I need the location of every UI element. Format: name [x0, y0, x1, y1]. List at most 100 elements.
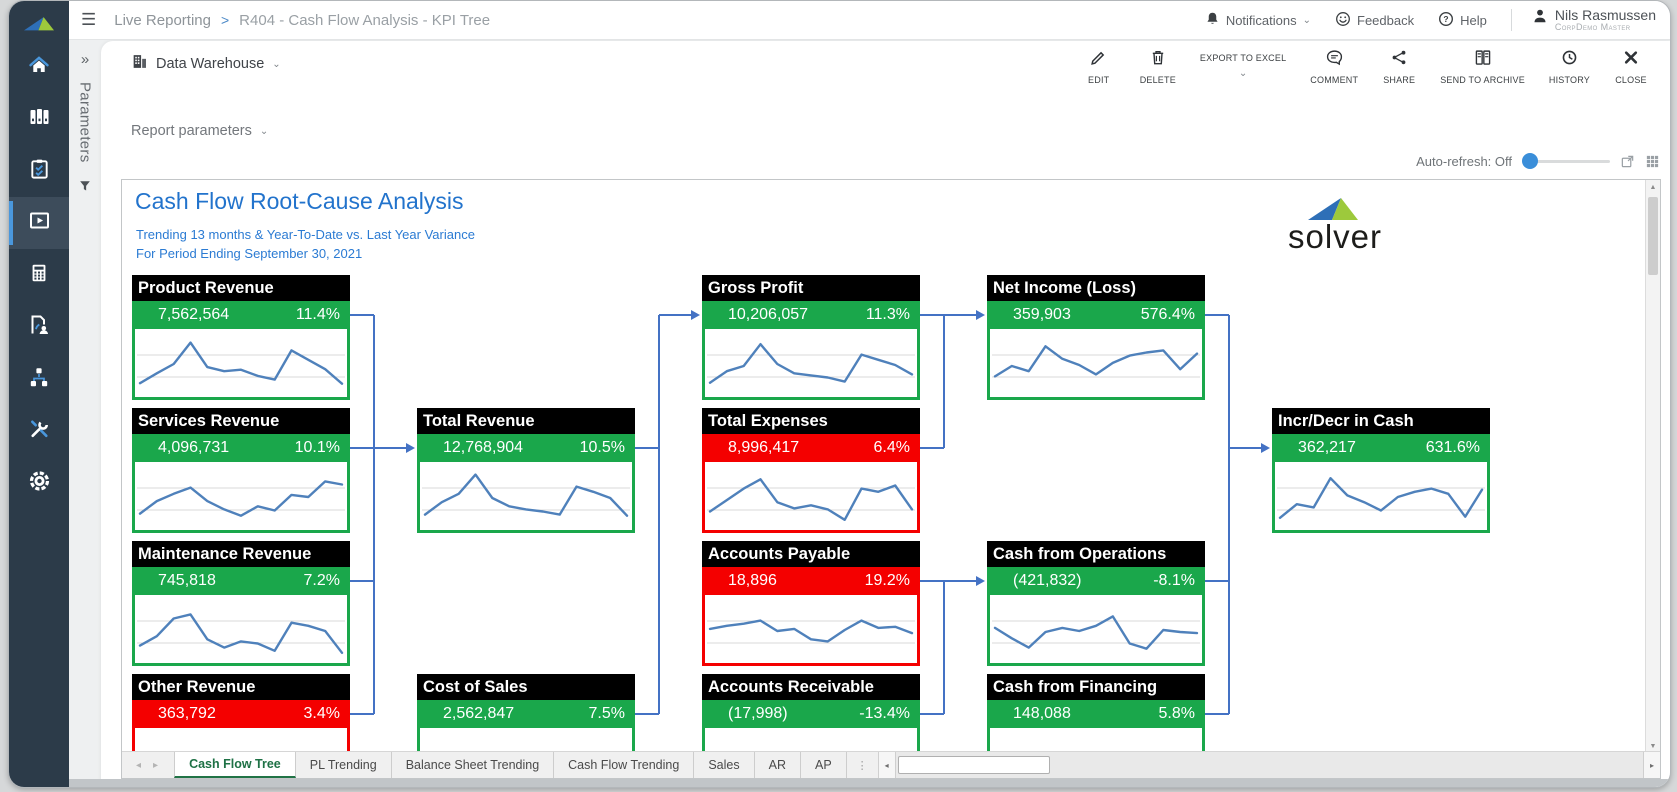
feedback-label: Feedback	[1357, 12, 1415, 28]
sheet-next-icon[interactable]: ▸	[153, 759, 159, 771]
kpi-card-accounts-payable[interactable]: Accounts Payable 18,896 19.2%	[702, 541, 920, 666]
archive-icon	[1474, 49, 1492, 71]
data-source-selector[interactable]: Data Warehouse ⌄	[131, 53, 281, 75]
action-label: HISTORY	[1548, 75, 1590, 85]
live-report-icon	[27, 209, 52, 238]
sidebar-item-tools[interactable]	[9, 405, 69, 457]
sidebar-item-settings-gear[interactable]	[9, 457, 69, 509]
kpi-title: Gross Profit	[702, 275, 920, 301]
share-button[interactable]: SHARE	[1382, 49, 1416, 85]
scroll-right-icon[interactable]: ▸	[1643, 752, 1660, 778]
sheet-tab-cash-flow-trending[interactable]: Cash Flow Trending	[554, 752, 695, 778]
horizontal-scrollbar[interactable]: ◂ ▸	[877, 752, 1660, 778]
kpi-variance: 11.4%	[295, 306, 340, 323]
expand-parameters-icon[interactable]: »	[80, 51, 90, 68]
export-button[interactable]: EXPORT TO EXCEL ⌄	[1200, 49, 1286, 79]
kpi-card-cash-from-operations[interactable]: Cash from Operations (421,832) -8.1%	[987, 541, 1205, 666]
sidebar-item-binders[interactable]	[9, 93, 69, 145]
history-button[interactable]: HISTORY	[1549, 49, 1590, 85]
kpi-value: 359,903	[1013, 306, 1071, 323]
archive-button[interactable]: SEND TO ARCHIVE	[1440, 49, 1525, 85]
sheet-tab-ap[interactable]: AP	[801, 752, 847, 778]
filter-funnel-icon[interactable]	[78, 179, 92, 198]
parameters-panel-label[interactable]: Parameters	[76, 82, 94, 163]
action-label: EDIT	[1088, 75, 1110, 85]
calculator-icon	[28, 261, 50, 290]
menu-hamburger-icon[interactable]: ☰	[81, 10, 97, 29]
open-in-new-window-icon[interactable]	[1620, 154, 1635, 169]
topbar-right-cluster: Notifications ⌄ Feedback ? Help Nils Ras…	[1187, 8, 1670, 33]
solver-logo-text: solver	[1287, 218, 1383, 255]
notifications-button[interactable]: Notifications ⌄	[1205, 11, 1311, 29]
sidebar-item-home[interactable]	[9, 41, 69, 93]
report-parameters-label: Report parameters	[131, 123, 252, 139]
scroll-left-icon[interactable]: ◂	[878, 752, 896, 778]
delete-button[interactable]: DELETE	[1140, 49, 1176, 85]
kpi-variance: 7.2%	[303, 572, 340, 589]
kpi-card-total-expenses[interactable]: Total Expenses 8,996,417 6.4%	[702, 408, 920, 533]
sidebar-item-calculator[interactable]	[9, 249, 69, 301]
kpi-card-maintenance-revenue[interactable]: Maintenance Revenue 745,818 7.2%	[132, 541, 350, 666]
kpi-variance: 3.4%	[303, 705, 340, 722]
drag-handle-icon[interactable]: ⋮	[856, 759, 868, 772]
kpi-value-band: 148,088 5.8%	[987, 700, 1205, 728]
share-icon	[1391, 49, 1407, 71]
kpi-variance: 10.1%	[294, 439, 340, 456]
sheet-prev-icon[interactable]: ◂	[136, 759, 142, 771]
kpi-card-services-revenue[interactable]: Services Revenue 4,096,731 10.1%	[132, 408, 350, 533]
horizontal-scroll-thumb[interactable]	[897, 756, 1050, 774]
auto-refresh-slider[interactable]	[1522, 153, 1610, 169]
edit-button[interactable]: EDIT	[1082, 49, 1116, 85]
kpi-variance: 11.3%	[865, 306, 910, 323]
grid-view-icon[interactable]	[1645, 154, 1660, 169]
action-label: COMMENT	[1310, 75, 1359, 85]
scroll-down-icon[interactable]: ▼	[1649, 743, 1657, 750]
kpi-value-band: 10,206,057 11.3%	[702, 301, 920, 329]
close-button[interactable]: CLOSE	[1614, 49, 1648, 85]
kpi-card-product-revenue[interactable]: Product Revenue 7,562,564 11.4%	[132, 275, 350, 400]
slider-knob[interactable]	[1522, 153, 1538, 169]
breadcrumb-separator-icon: >	[220, 12, 230, 28]
breadcrumb-section[interactable]: Live Reporting	[114, 11, 211, 29]
kpi-card-gross-profit[interactable]: Gross Profit 10,206,057 11.3%	[702, 275, 920, 400]
sparkline	[132, 329, 350, 400]
kpi-title: Cash from Operations	[987, 541, 1205, 567]
action-label: CLOSE	[1615, 75, 1647, 85]
sheet-tab-pl-trending[interactable]: PL Trending	[296, 752, 392, 778]
tools-icon	[27, 417, 52, 446]
solver-brand-logo: solver	[1272, 196, 1398, 253]
kpi-title: Incr/Decr in Cash	[1272, 408, 1490, 434]
sheet-tab-sales[interactable]: Sales	[694, 752, 755, 778]
kpi-title: Other Revenue	[132, 674, 350, 700]
sidebar-item-integrations[interactable]	[9, 353, 69, 405]
sidebar-item-data-exchange[interactable]	[9, 301, 69, 353]
kpi-card-total-revenue[interactable]: Total Revenue 12,768,904 10.5%	[417, 408, 635, 533]
comment-button[interactable]: COMMENT	[1310, 49, 1358, 85]
scroll-up-icon[interactable]: ▲	[1649, 184, 1657, 191]
kpi-value: 148,088	[1013, 705, 1071, 722]
sheet-tab-ar[interactable]: AR	[755, 752, 801, 778]
data-exchange-icon	[27, 313, 51, 342]
window-bottom-edge	[69, 779, 1670, 787]
feedback-button[interactable]: Feedback	[1335, 11, 1414, 30]
kpi-card-incr-decr-in-cash[interactable]: Incr/Decr in Cash 362,217 631.6%	[1272, 408, 1490, 533]
user-name: Nils Rasmussen	[1554, 6, 1656, 23]
sheet-tab-balance-sheet-trending[interactable]: Balance Sheet Trending	[392, 752, 555, 778]
vertical-scroll-thumb[interactable]	[1648, 197, 1658, 275]
checklist-icon	[28, 157, 51, 186]
kpi-title: Total Expenses	[702, 408, 920, 434]
kpi-value: (17,998)	[728, 705, 788, 722]
report-parameters-toggle[interactable]: Report parameters ⌄	[131, 123, 268, 139]
canvas-vertical-scrollbar[interactable]: ▲ ▼	[1645, 180, 1660, 754]
user-menu[interactable]: Nils Rasmussen CorpDemo Master	[1532, 8, 1656, 33]
report-toolbar: EDIT DELETE EXPORT TO EXCEL ⌄ COMMENT SHARE SE…	[1082, 49, 1648, 85]
bell-icon	[1205, 11, 1220, 29]
help-button[interactable]: ? Help	[1438, 11, 1487, 30]
kpi-value: (421,832)	[1013, 572, 1082, 589]
sidebar-item-live-report[interactable]	[9, 197, 69, 249]
kpi-card-net-income[interactable]: Net Income (Loss) 359,903 576.4%	[987, 275, 1205, 400]
sidebar-item-checklist[interactable]	[9, 145, 69, 197]
home-icon	[26, 53, 52, 82]
sheet-tab-cash-flow-tree[interactable]: Cash Flow Tree	[174, 752, 296, 778]
kpi-value-band: 18,896 19.2%	[702, 567, 920, 595]
